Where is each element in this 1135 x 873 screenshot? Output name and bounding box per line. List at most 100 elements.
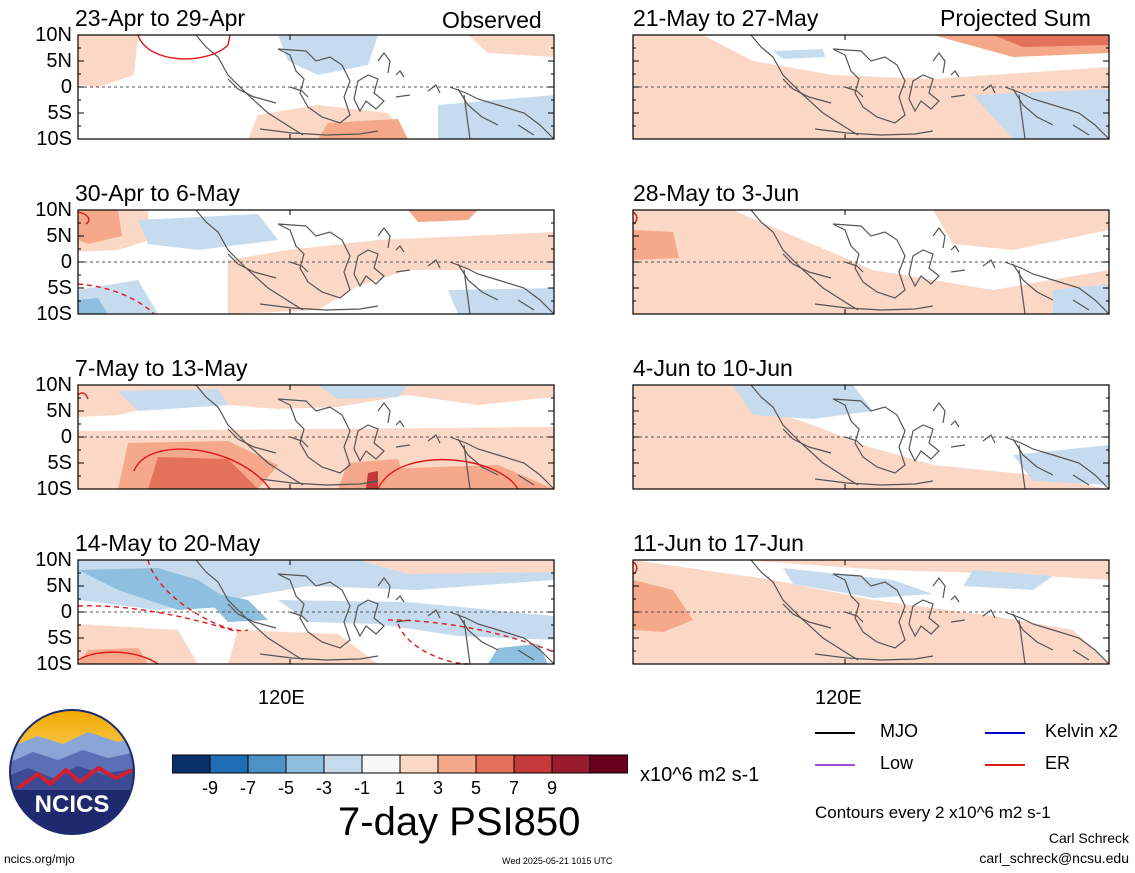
coastline [427,609,441,619]
coastline [950,444,966,448]
coastline [289,436,309,448]
lat-label: 5S [47,277,72,299]
ncics-logo: NCICS [9,709,135,835]
coastline [1018,94,1026,140]
coastline [517,124,535,136]
coastline [832,223,906,299]
coastline [1072,124,1090,136]
psi-anomaly-region [438,95,554,139]
psi-anomaly-region [633,560,1109,664]
psi-anomaly-region [118,389,228,411]
coastline [844,611,864,623]
legend-line-er [985,764,1025,766]
coastline [517,649,535,661]
coastline [259,303,379,311]
coastline [844,436,864,448]
coastline [457,438,499,476]
colorbar-tick-label: 9 [546,778,557,798]
panel-frame [77,384,555,490]
coastline [782,428,832,454]
colorbar-swatch [475,754,515,774]
map-panel-2 [77,209,555,315]
lat-label: 5S [47,627,72,649]
coastline [1018,619,1026,665]
colorbar-swatch [361,754,401,774]
er-contour [147,559,249,632]
panel-frame [632,34,1110,140]
legend-line-kelvin [985,732,1025,734]
coastline [1012,438,1054,476]
legend-line-low [815,764,855,766]
coastline [457,263,499,301]
psi-anomaly-region [783,568,933,598]
lat-label: 0 [60,601,72,623]
coastline [932,402,946,424]
lat-label: 10N [35,374,72,396]
legend-line-mjo [815,732,855,734]
panel-frame [632,384,1110,490]
coastline [395,269,411,273]
coastline [463,444,471,490]
lat-label: 10S [36,128,72,150]
panel-title: 14-May to 20-May [75,530,261,556]
er-contour [377,459,519,490]
psi-anomaly-region [366,471,380,489]
colorbar-tick-label: 7 [508,778,519,798]
coastline [750,384,859,486]
lat-label: 5N [46,50,72,72]
coastline [814,303,934,311]
psi-anomaly-region [228,232,554,314]
coastline [353,424,385,463]
psi-anomaly-region [278,35,378,75]
coastline [517,299,535,311]
coastline [395,444,411,448]
coastline [395,420,405,428]
coastline [227,253,277,279]
coastline [1012,263,1054,301]
coastline [277,223,351,299]
psi-anomaly-region [633,385,673,437]
panel-title: 21-May to 27-May [633,5,819,31]
coastline [1012,613,1054,651]
psi-anomaly-region [753,425,913,485]
coastline [814,128,934,136]
legend-label-low: Low [880,753,914,773]
colorbar-swatch [589,754,628,774]
lat-label: 10S [36,478,72,500]
coastline [259,128,379,136]
coastline [1018,444,1026,490]
psi-anomaly-region [773,49,825,59]
panel-tag-observed: Observed [442,7,542,33]
coastline [289,611,309,623]
coastline [195,34,304,136]
panel-frame [632,209,1110,315]
coastline [353,74,385,113]
colorbar [172,754,628,774]
contour-note: Contours every 2 x10^6 m2 s-1 [815,803,1051,822]
map-panel-1 [77,34,555,140]
colorbar-swatch [209,754,249,774]
er-contour [133,448,271,490]
coastline [908,74,940,113]
logo-text: NCICS [35,791,110,818]
coastline [227,603,277,629]
er-contour [137,34,231,60]
psi-anomaly-region [278,600,554,640]
panel-frame [77,559,555,665]
colorbar-tick-label: -5 [277,778,294,798]
legend-label-mjo: MJO [880,721,918,741]
coastline [950,245,960,253]
colorbar-swatch [551,754,591,774]
psi-anomaly-region [408,210,478,222]
coastline [1004,436,1110,490]
coastline [277,573,351,649]
coastline [750,209,859,311]
coastline [377,577,391,599]
coastline [844,86,864,98]
coastline [982,259,996,269]
coastline [427,434,441,444]
panel-frame [77,34,555,140]
coastline [950,70,960,78]
map-panel-4 [77,559,555,665]
colorbar-tick-label: 5 [470,778,481,798]
